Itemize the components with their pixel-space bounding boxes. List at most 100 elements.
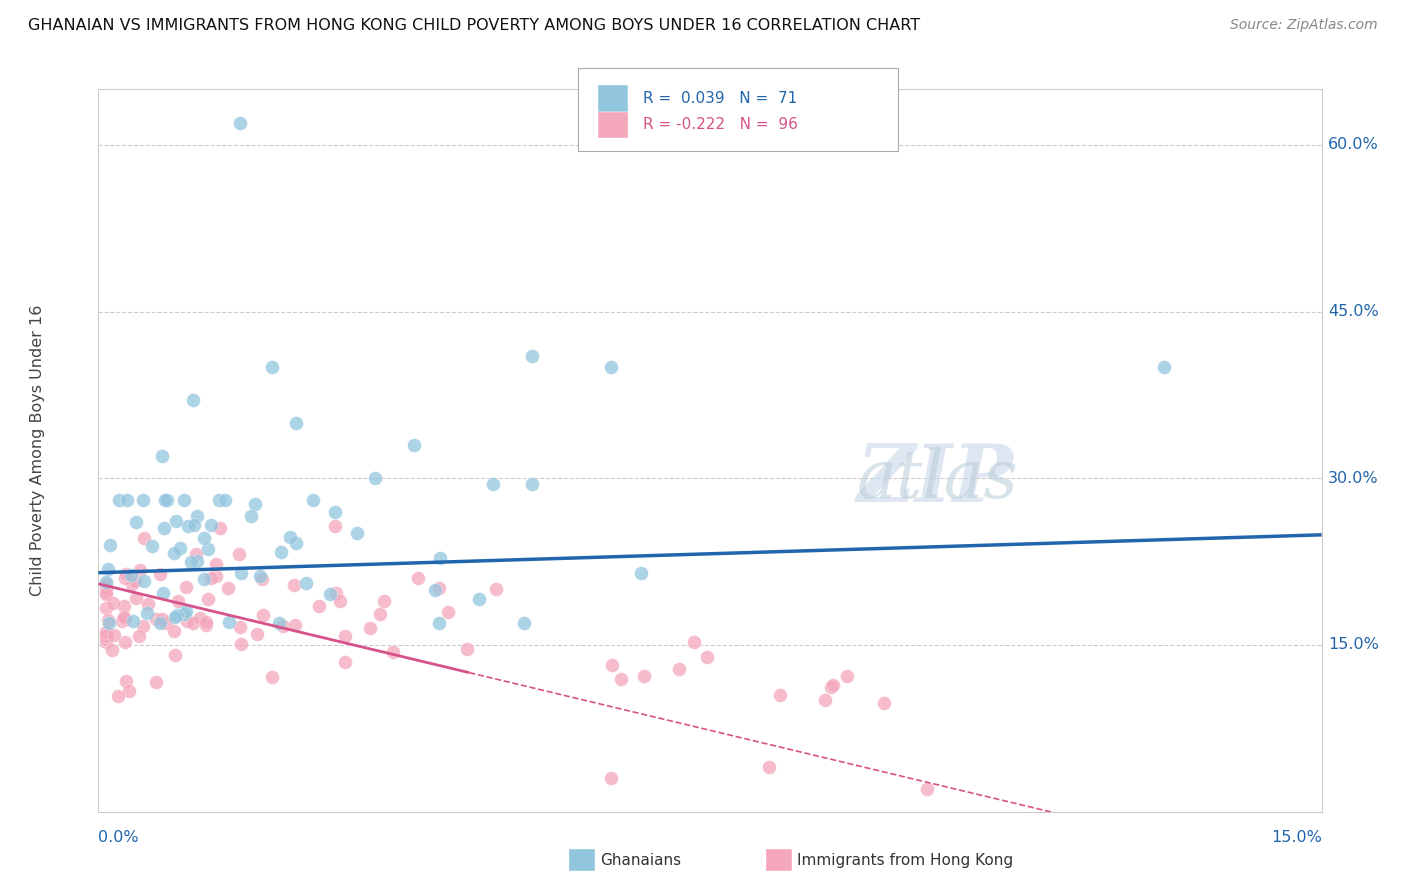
- Point: [873, 696, 896, 710]
- Point: [821, 678, 844, 692]
- Text: ZIP: ZIP: [856, 441, 1014, 518]
- Point: [197, 541, 219, 556]
- Point: [97, 562, 120, 576]
- Point: [115, 566, 138, 581]
- Point: [427, 582, 450, 596]
- Point: [141, 539, 163, 553]
- Point: [173, 607, 195, 621]
- Point: [633, 669, 655, 683]
- Point: [302, 493, 325, 508]
- Point: [835, 669, 858, 683]
- Point: [346, 526, 368, 541]
- Point: [188, 611, 211, 625]
- Point: [136, 597, 159, 611]
- Point: [150, 612, 173, 626]
- Point: [260, 360, 283, 375]
- Point: [181, 616, 204, 631]
- Point: [103, 628, 125, 642]
- Point: [121, 577, 143, 591]
- Point: [319, 587, 342, 601]
- Point: [513, 615, 536, 630]
- Text: Child Poverty Among Boys Under 16: Child Poverty Among Boys Under 16: [30, 305, 45, 596]
- Point: [96, 629, 118, 643]
- Point: [96, 635, 118, 649]
- Point: [370, 607, 392, 622]
- Text: Immigrants from Hong Kong: Immigrants from Hong Kong: [797, 854, 1014, 868]
- Point: [165, 648, 187, 662]
- Point: [252, 572, 274, 586]
- Point: [121, 614, 143, 628]
- Point: [482, 476, 505, 491]
- Point: [96, 601, 118, 615]
- Point: [214, 493, 236, 508]
- Point: [114, 571, 136, 585]
- Point: [246, 627, 269, 641]
- Point: [218, 615, 240, 630]
- Point: [295, 576, 318, 591]
- Point: [149, 615, 172, 630]
- Text: Ghanaians: Ghanaians: [600, 854, 682, 868]
- Point: [260, 670, 283, 684]
- Point: [132, 531, 155, 545]
- Point: [229, 620, 252, 634]
- Point: [174, 580, 197, 594]
- Point: [145, 612, 167, 626]
- Point: [267, 615, 290, 630]
- Point: [132, 493, 155, 508]
- Point: [103, 596, 125, 610]
- Point: [325, 585, 347, 599]
- Point: [183, 517, 205, 532]
- Point: [280, 530, 302, 544]
- Point: [152, 586, 174, 600]
- Point: [200, 571, 222, 585]
- Point: [163, 610, 186, 624]
- Point: [270, 545, 292, 559]
- Point: [96, 582, 118, 596]
- Point: [131, 619, 153, 633]
- Point: [193, 532, 215, 546]
- Point: [427, 615, 450, 630]
- Point: [96, 585, 118, 599]
- Point: [284, 536, 307, 550]
- Text: 0.0%: 0.0%: [98, 830, 139, 845]
- Point: [522, 349, 544, 363]
- Point: [96, 629, 118, 643]
- Point: [696, 650, 718, 665]
- Point: [114, 634, 136, 648]
- Point: [600, 772, 623, 786]
- Point: [271, 619, 294, 633]
- Point: [329, 594, 352, 608]
- Text: 30.0%: 30.0%: [1327, 471, 1378, 486]
- Point: [128, 628, 150, 642]
- Point: [96, 624, 118, 639]
- Point: [308, 599, 330, 614]
- Point: [333, 629, 356, 643]
- Point: [101, 642, 124, 657]
- Point: [217, 581, 239, 595]
- Point: [96, 632, 118, 647]
- Point: [181, 393, 204, 408]
- Point: [195, 615, 218, 630]
- Point: [382, 645, 405, 659]
- Point: [423, 582, 446, 597]
- Point: [284, 618, 307, 632]
- Point: [96, 587, 118, 601]
- Point: [115, 493, 138, 508]
- Text: Source: ZipAtlas.com: Source: ZipAtlas.com: [1230, 18, 1378, 32]
- Point: [174, 604, 197, 618]
- Point: [115, 673, 138, 688]
- Point: [200, 517, 222, 532]
- Point: [208, 493, 231, 508]
- Text: 45.0%: 45.0%: [1327, 304, 1378, 319]
- Point: [205, 557, 228, 571]
- Point: [173, 493, 195, 508]
- Point: [149, 567, 172, 582]
- Point: [600, 360, 623, 375]
- Point: [333, 655, 356, 669]
- Point: [134, 574, 156, 589]
- Point: [485, 582, 508, 596]
- Point: [180, 555, 202, 569]
- Point: [429, 551, 451, 566]
- Text: R =  0.039   N =  71: R = 0.039 N = 71: [643, 91, 797, 105]
- Point: [915, 782, 938, 797]
